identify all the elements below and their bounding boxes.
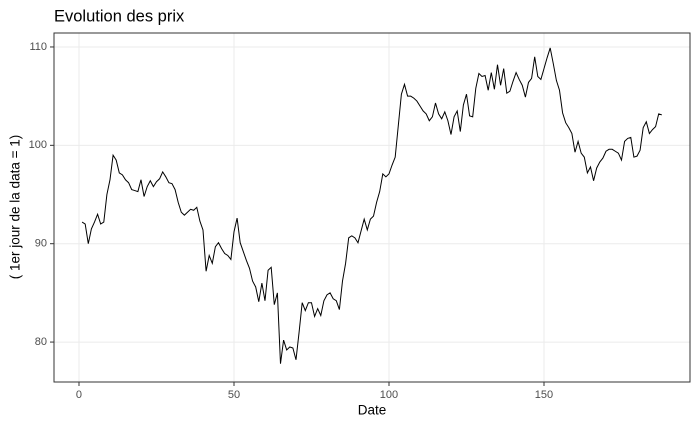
y-axis-title: ( 1er jour de la data = 1) <box>8 135 23 279</box>
y-tick-label: 90 <box>35 238 47 250</box>
y-tick-label: 100 <box>29 139 47 151</box>
x-tick-label: 50 <box>228 389 240 401</box>
panel-border <box>53 32 691 383</box>
y-tick-label: 110 <box>29 41 47 53</box>
x-tick-label: 150 <box>535 389 553 401</box>
price-line <box>81 47 662 364</box>
x-axis-title: Date <box>358 403 387 418</box>
x-tick-label: 100 <box>380 389 398 401</box>
x-tick-label: 0 <box>76 389 82 401</box>
y-tick-label: 80 <box>35 336 47 348</box>
chart-title: Evolution des prix <box>54 7 185 25</box>
